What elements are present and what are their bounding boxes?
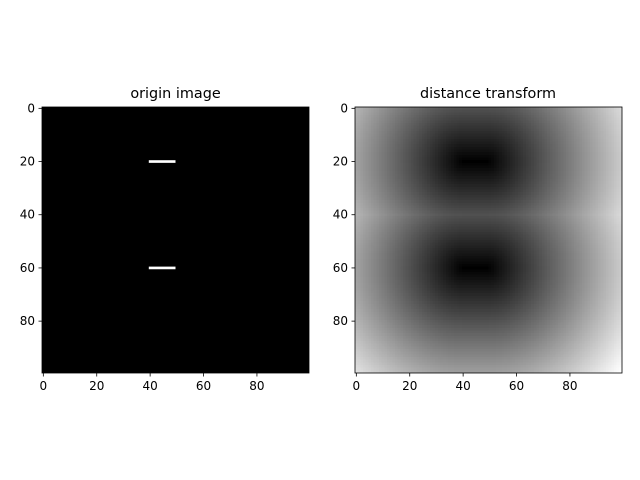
y-tick-label: 80 (20, 314, 35, 328)
x-tick-label: 60 (196, 379, 211, 393)
image-background (42, 107, 309, 373)
axes-frame (41, 106, 310, 374)
white-segment (148, 266, 176, 270)
x-tick-label: 20 (89, 379, 104, 393)
x-tick-label: 60 (509, 379, 524, 393)
axes-frame (354, 106, 623, 374)
y-tick-label: 60 (333, 261, 348, 275)
y-tick-label: 20 (333, 155, 348, 169)
x-tick-label: 0 (353, 379, 361, 393)
image-segments (148, 160, 176, 270)
y-tick-label: 80 (333, 314, 348, 328)
x-tick-label: 20 (402, 379, 417, 393)
x-axis: 0 20 40 60 80 (40, 373, 265, 393)
x-tick-label: 80 (249, 379, 264, 393)
distance-image (355, 107, 622, 373)
x-tick-label: 0 (40, 379, 48, 393)
y-axis: 0 20 40 60 80 (20, 101, 42, 328)
panel-origin-image: origin image 0 20 40 60 80 0 20 40 60 80 (20, 86, 310, 393)
panel-distance-transform: distance transform 0 20 40 60 80 0 20 40 60 80 (333, 86, 623, 393)
chart-title: distance transform (420, 86, 556, 102)
chart-title: origin image (130, 86, 221, 102)
y-tick-label: 40 (20, 208, 35, 222)
y-tick-label: 40 (333, 208, 348, 222)
white-segment (148, 160, 176, 163)
x-axis: 0 20 40 60 80 (353, 373, 578, 393)
x-tick-label: 40 (455, 379, 470, 393)
x-tick-label: 80 (562, 379, 577, 393)
y-tick-label: 0 (340, 101, 348, 115)
x-tick-label: 40 (142, 379, 157, 393)
y-tick-label: 20 (20, 155, 35, 169)
y-tick-label: 60 (20, 261, 35, 275)
y-tick-label: 0 (27, 101, 35, 115)
y-axis: 0 20 40 60 80 (333, 101, 355, 328)
